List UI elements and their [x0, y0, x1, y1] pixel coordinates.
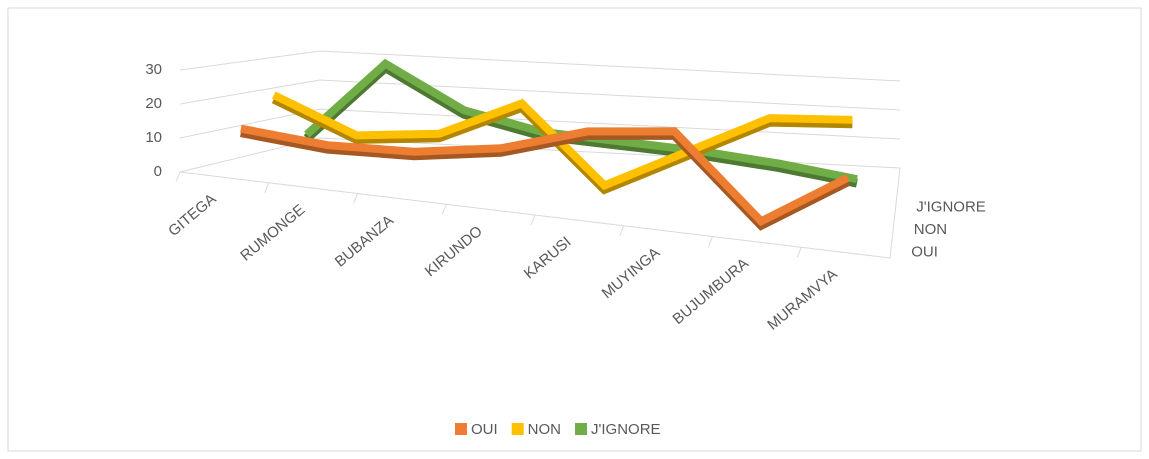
- x-tick: [796, 247, 802, 258]
- y-tick-label: 0: [154, 163, 162, 180]
- x-tick: [619, 225, 625, 236]
- floor-edge: [179, 167, 901, 259]
- line-series: [240, 124, 850, 227]
- y-tick-label: 20: [145, 95, 162, 112]
- chart-frame: [7, 7, 1142, 452]
- y-tick-label: 10: [145, 129, 162, 146]
- depth-label: NON: [914, 221, 947, 238]
- legend-swatch: [455, 423, 467, 435]
- depth-label: J'IGNORE: [916, 199, 986, 216]
- x-tick: [441, 204, 447, 215]
- legend-swatch: [575, 423, 588, 435]
- grid-line: [179, 79, 901, 111]
- legend-label: NON: [528, 421, 561, 438]
- grid-line: [179, 50, 901, 82]
- y-tick-label: 30: [145, 61, 162, 78]
- legend-label: J'IGNORE: [591, 421, 661, 438]
- x-tick: [530, 214, 536, 226]
- x-tick: [353, 193, 358, 204]
- legend-swatch: [511, 423, 524, 435]
- x-tick: [264, 182, 270, 193]
- x-tick: [175, 171, 181, 183]
- depth-label: OUI: [911, 244, 938, 261]
- x-tick: [708, 236, 713, 247]
- legend-label: OUI: [471, 421, 498, 438]
- grid-line: [179, 108, 901, 140]
